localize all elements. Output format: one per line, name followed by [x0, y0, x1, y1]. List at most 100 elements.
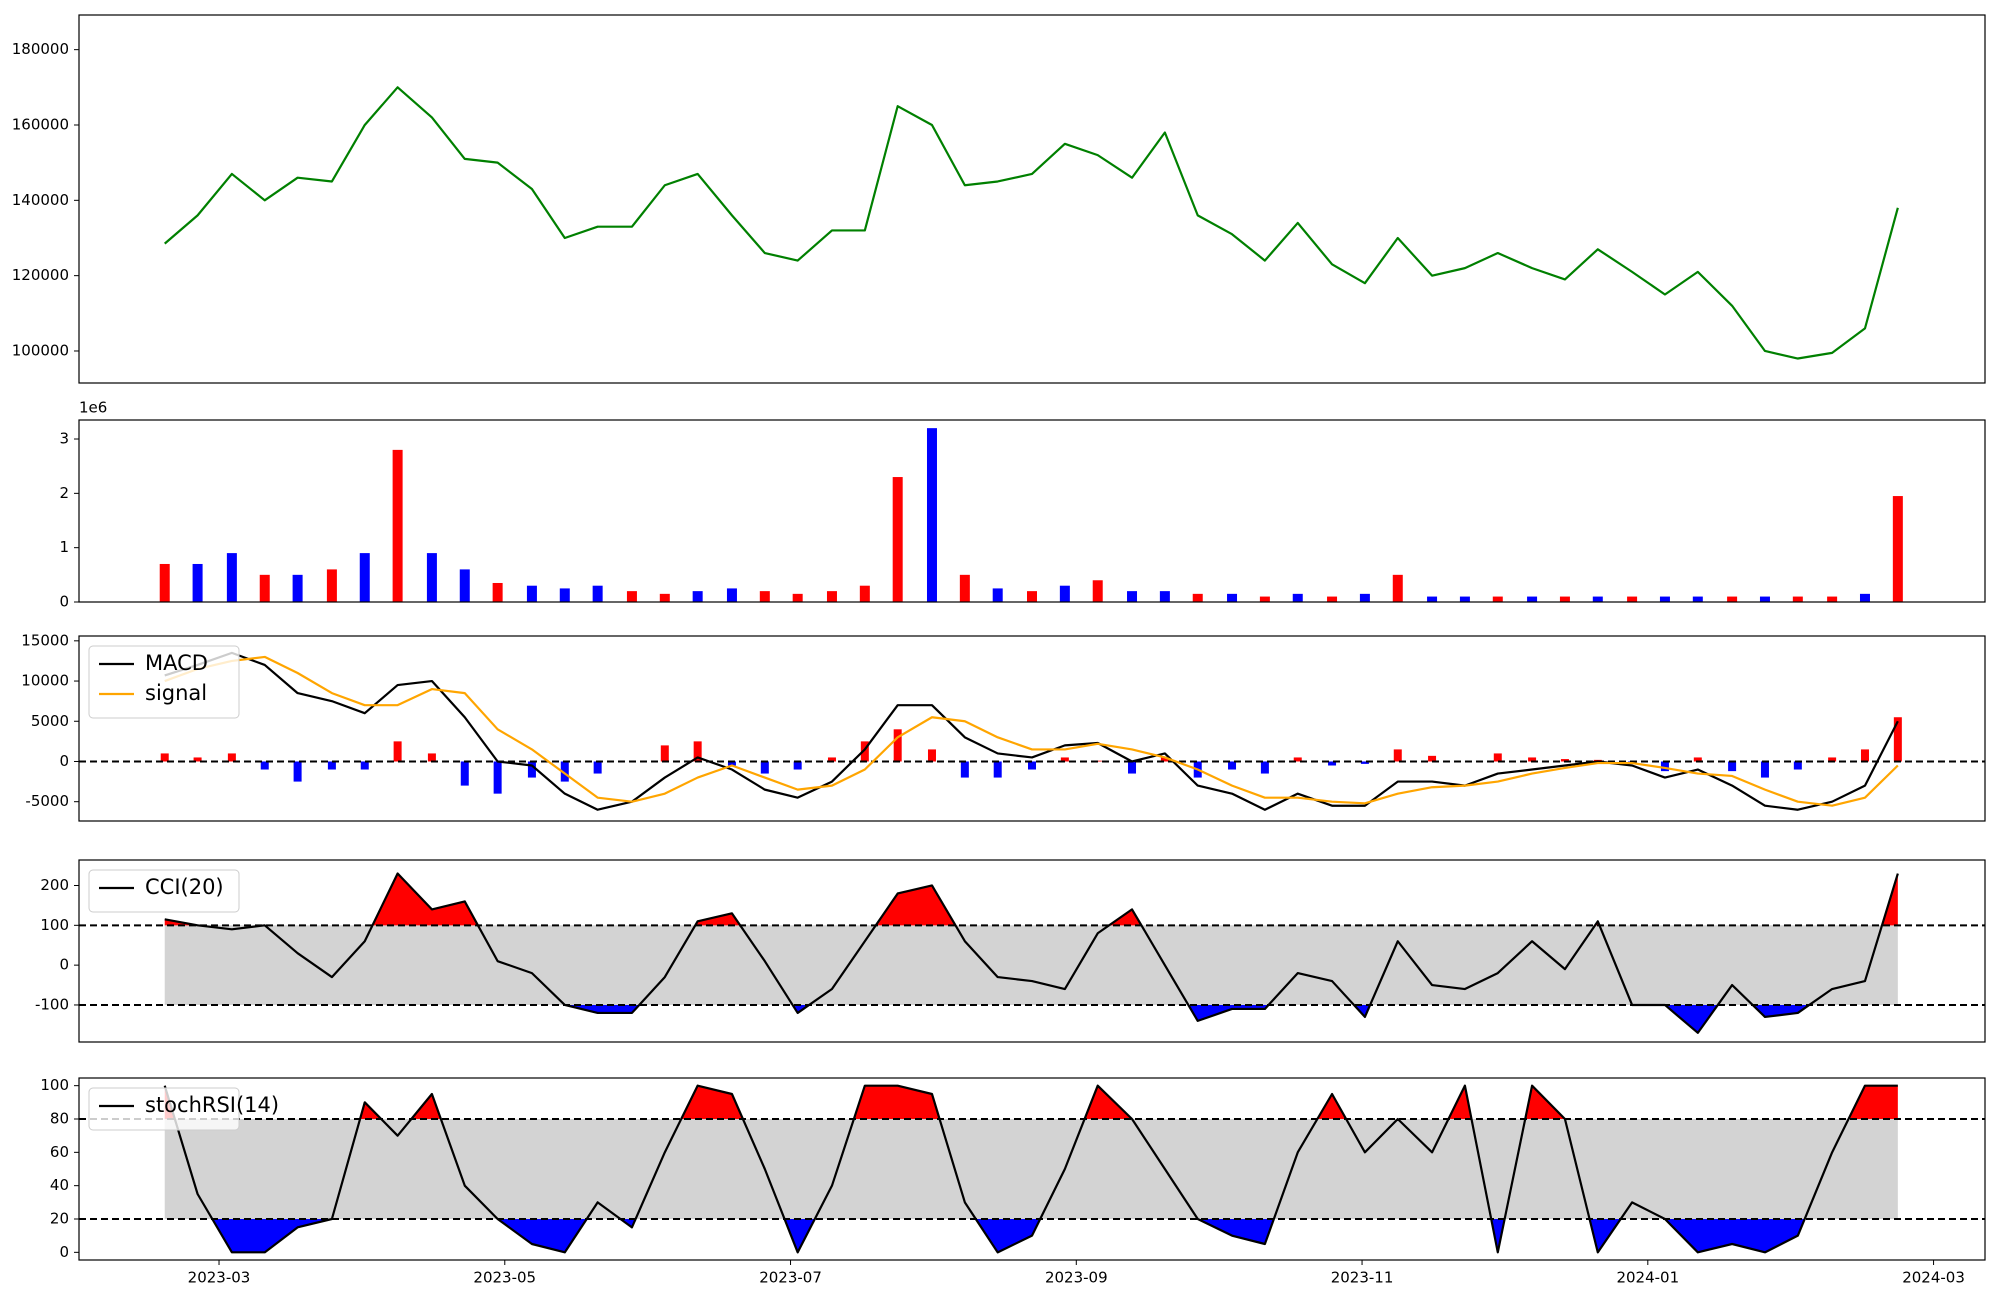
- y-tick-label: 0: [59, 1243, 69, 1261]
- y-tick-label: 10000: [21, 672, 69, 690]
- plot-area: [79, 651, 1985, 811]
- y-tick-label: 2: [59, 484, 69, 502]
- legend-label: MACD: [145, 651, 208, 675]
- bar: [859, 585, 870, 602]
- bar: [159, 563, 170, 602]
- histogram-bar: [660, 745, 669, 762]
- line: [164, 655, 1899, 807]
- below-fill: [164, 1004, 1898, 1033]
- above-fill: [164, 873, 1898, 926]
- histogram-bar: [393, 741, 402, 762]
- bar: [1027, 591, 1037, 602]
- histogram-bar: [1828, 757, 1837, 762]
- histogram-bar: [793, 761, 802, 770]
- histogram-bar: [293, 761, 302, 782]
- bar: [1827, 596, 1838, 602]
- y-tick-label: 100: [40, 1076, 69, 1094]
- histogram-bar: [1060, 757, 1069, 762]
- bar: [1459, 596, 1470, 602]
- bar: [492, 582, 503, 602]
- bar: [1392, 574, 1403, 602]
- x-tick-label: 2023-03: [188, 1269, 251, 1287]
- bar: [892, 477, 903, 602]
- y-tick-label: -5000: [25, 792, 69, 810]
- legend-label: signal: [145, 681, 207, 705]
- histogram-bar: [1028, 761, 1036, 770]
- bar: [1792, 596, 1803, 602]
- bar: [1359, 593, 1370, 602]
- bar: [1227, 593, 1238, 602]
- bar: [326, 569, 337, 602]
- bar: [792, 593, 803, 602]
- histogram-bar: [1493, 753, 1502, 762]
- histogram-bar: [1560, 759, 1569, 762]
- histogram-bar: [193, 757, 202, 762]
- bar: [1192, 593, 1203, 602]
- histogram-bar: [1660, 761, 1669, 772]
- y-tick-label: 120000: [12, 266, 69, 284]
- bar: [1627, 596, 1638, 602]
- histogram-bar: [427, 753, 436, 762]
- bar: [1427, 596, 1438, 602]
- bar: [559, 588, 570, 602]
- x-tick-label: 2024-01: [1616, 1269, 1679, 1287]
- histogram-bar: [493, 761, 502, 794]
- bar: [759, 591, 770, 602]
- bar: [726, 588, 737, 602]
- histogram-bar: [460, 761, 469, 786]
- bar: [959, 574, 970, 602]
- line: [164, 651, 1899, 811]
- y-tick-label: 60: [50, 1143, 69, 1161]
- bar: [1759, 596, 1770, 602]
- histogram-bar: [827, 757, 836, 762]
- y-tick-label: 180000: [12, 40, 69, 58]
- y-tick-label: 0: [59, 752, 69, 770]
- bar: [692, 591, 703, 602]
- plot-area: [159, 428, 1903, 602]
- y-tick-label: 80: [50, 1110, 69, 1128]
- legend: stochRSI(14): [88, 1087, 279, 1131]
- y-tick-label: -100: [35, 995, 69, 1013]
- histogram-bar: [1528, 757, 1537, 762]
- histogram-bar: [1128, 761, 1137, 774]
- bar: [1292, 593, 1303, 602]
- bar: [292, 574, 303, 602]
- frame: [78, 635, 1986, 822]
- offset-label: 1e6: [79, 399, 107, 417]
- plot-area: [79, 1084, 1985, 1254]
- histogram-bar: [893, 729, 902, 762]
- y-tick-label: 40: [50, 1176, 69, 1194]
- histogram-bar: [360, 761, 369, 770]
- bar: [1259, 596, 1270, 602]
- histogram-bar: [693, 741, 702, 762]
- histogram-bar: [1160, 757, 1169, 762]
- bar: [1727, 596, 1738, 602]
- histogram-bar: [993, 761, 1002, 778]
- bar: [192, 563, 203, 602]
- bar: [1492, 596, 1503, 602]
- y-tick-label: 1: [59, 538, 69, 556]
- legend-box: [88, 1087, 240, 1131]
- bar: [992, 588, 1003, 602]
- histogram-bar: [960, 761, 969, 778]
- y-tick-label: 160000: [12, 115, 69, 133]
- bar: [926, 428, 937, 602]
- line: [164, 86, 1899, 360]
- histogram-bar: [1893, 717, 1902, 762]
- y-tick-label: 15000: [21, 631, 69, 649]
- bar: [426, 553, 437, 602]
- histogram-bar: [1293, 757, 1302, 762]
- x-tick-label: 2023-09: [1045, 1269, 1108, 1287]
- histogram-bar: [327, 761, 336, 770]
- histogram-bar: [727, 761, 736, 766]
- bar: [1059, 585, 1070, 602]
- frame: [78, 419, 1986, 603]
- bar: [826, 591, 837, 602]
- histogram-bar: [260, 761, 269, 770]
- above-fill: [164, 1085, 1898, 1119]
- histogram-bar: [1760, 761, 1769, 778]
- bar: [1892, 496, 1903, 602]
- bar: [459, 569, 470, 602]
- bar: [392, 449, 403, 602]
